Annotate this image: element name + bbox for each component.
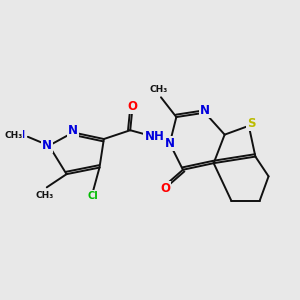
Text: O: O bbox=[128, 100, 137, 112]
Text: Cl: Cl bbox=[88, 191, 98, 201]
Text: S: S bbox=[247, 117, 255, 130]
Text: CH₃: CH₃ bbox=[150, 85, 168, 94]
Text: N: N bbox=[16, 130, 24, 140]
Text: CH₃: CH₃ bbox=[35, 191, 54, 200]
Text: CH₃: CH₃ bbox=[4, 130, 22, 140]
Text: N: N bbox=[68, 124, 78, 137]
Text: N: N bbox=[165, 137, 175, 150]
Text: N: N bbox=[42, 139, 52, 152]
Text: O: O bbox=[160, 182, 170, 195]
Text: N: N bbox=[200, 104, 210, 117]
Text: NH: NH bbox=[144, 130, 164, 143]
